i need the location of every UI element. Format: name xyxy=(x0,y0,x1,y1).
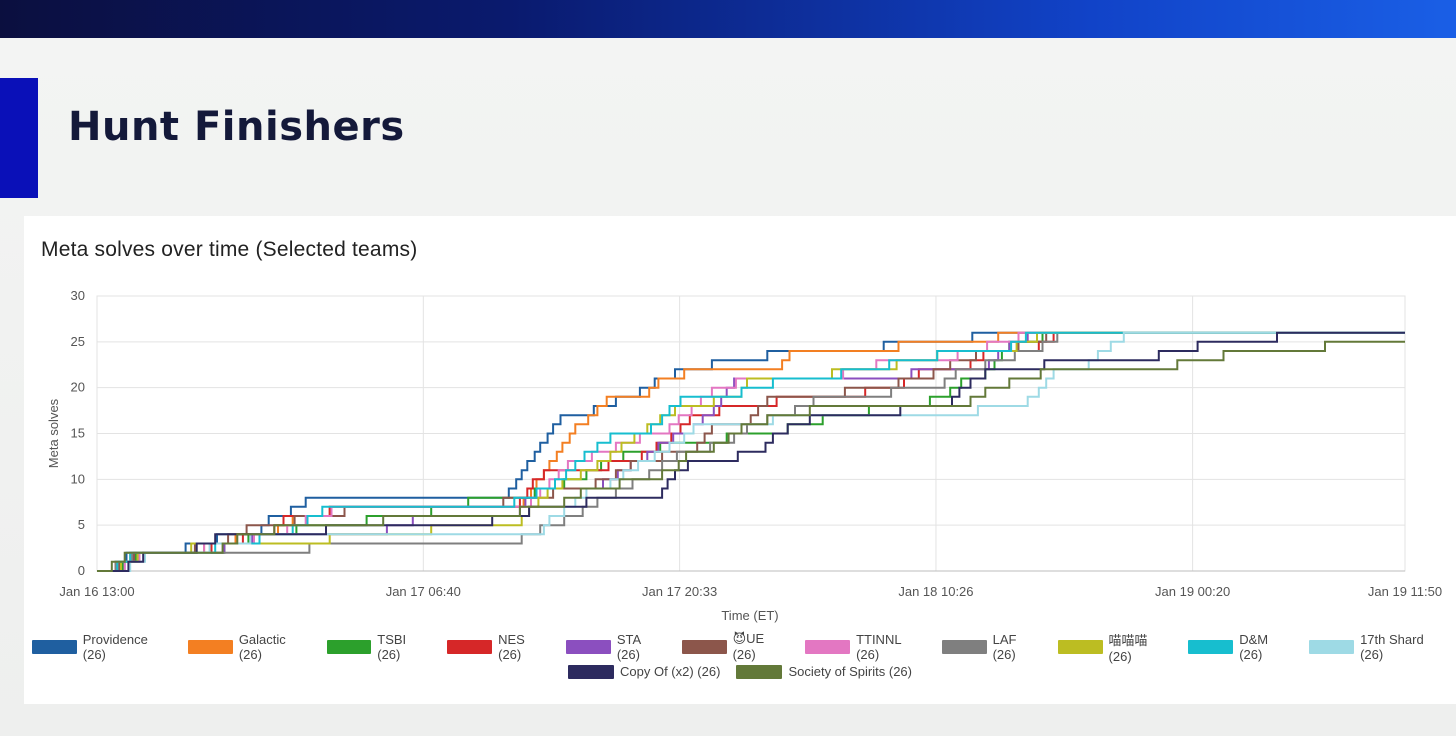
legend-swatch xyxy=(568,664,615,679)
x-tick-label: Jan 19 11:50 xyxy=(1368,584,1442,599)
x-axis-title: Time (ET) xyxy=(721,608,778,623)
legend-label: NES (26) xyxy=(498,631,525,662)
legend-swatch xyxy=(566,639,611,654)
legend-item[interactable]: STA (26) xyxy=(566,632,666,662)
series-line xyxy=(97,340,1405,572)
legend-swatch xyxy=(736,664,783,679)
legend-swatch xyxy=(681,639,727,654)
y-tick-label: 15 xyxy=(71,426,85,441)
legend-row: Providence (26) Galactic (26) TSBI (26) NES… xyxy=(24,631,1456,664)
y-tick-label: 30 xyxy=(71,288,85,303)
title-accent-bar xyxy=(0,78,38,198)
legend-label: Providence (26) xyxy=(82,631,148,662)
legend-swatch xyxy=(447,639,493,654)
legend-item[interactable]: 17th Shard (26) xyxy=(1309,632,1448,662)
legend-swatch xyxy=(32,639,77,654)
legend-swatch xyxy=(805,639,851,654)
legend-label: Society of Spirits (26) xyxy=(788,664,912,679)
legend-item[interactable]: Copy Of (x2) (26) xyxy=(568,664,720,679)
legend-label: TTINNL (26) xyxy=(856,631,902,662)
legend-row: Copy Of (x2) (26) Society of Spirits (26) xyxy=(24,659,1456,684)
x-tick-label: Jan 17 20:33 xyxy=(642,584,717,599)
legend-label: 😈UE (26) xyxy=(732,631,765,662)
y-tick-label: 25 xyxy=(71,334,85,349)
x-tick-label: Jan 17 06:40 xyxy=(386,584,461,599)
legend-swatch xyxy=(1057,639,1103,654)
legend-item[interactable]: TTINNL (26) xyxy=(805,632,926,662)
chart-legend: Providence (26) Galactic (26) TSBI (26) NES… xyxy=(24,631,1456,684)
y-tick-label: 5 xyxy=(78,517,85,532)
legend-item[interactable]: LAF (26) xyxy=(941,631,1042,662)
legend-item[interactable]: 😈UE (26) xyxy=(681,631,790,662)
legend-item[interactable]: D&M (26) xyxy=(1188,632,1293,662)
legend-item[interactable]: NES (26) xyxy=(447,632,550,662)
y-tick-label: 20 xyxy=(71,380,85,395)
legend-swatch xyxy=(941,639,987,654)
legend-item[interactable]: TSBI (26) xyxy=(326,631,432,662)
chart-title: Meta solves over time (Selected teams) xyxy=(41,238,418,261)
legend-label: LAF (26) xyxy=(992,631,1017,662)
legend-item[interactable]: Providence (26) xyxy=(32,632,172,662)
x-tick-label: Jan 16 13:00 xyxy=(59,584,134,599)
legend-item[interactable]: Galactic (26) xyxy=(188,632,310,662)
legend-swatch xyxy=(1188,639,1234,654)
line-chart: 0 5 10 15 20 25 30 Jan 16 13:00 Jan 17 06:40 Jan … xyxy=(46,288,1442,623)
slide-title: Hunt Finishers xyxy=(68,104,405,150)
legend-label: 17th Shard (26) xyxy=(1360,631,1424,662)
chart-card: Meta solves over time (Selected teams) 0… xyxy=(24,216,1456,704)
legend-swatch xyxy=(188,639,233,654)
y-tick-label: 0 xyxy=(78,563,85,578)
series-line xyxy=(97,331,1405,572)
legend-item[interactable]: Society of Spirits (26) xyxy=(736,664,912,679)
legend-item[interactable]: 喵喵喵 (26) xyxy=(1057,630,1173,664)
legend-label: Copy Of (x2) (26) xyxy=(620,664,721,679)
legend-label: TSBI (26) xyxy=(377,631,407,662)
legend-label: STA (26) xyxy=(616,631,641,662)
x-tick-label: Jan 18 10:26 xyxy=(898,584,973,599)
legend-label: Galactic (26) xyxy=(238,631,286,662)
legend-swatch xyxy=(1309,639,1355,654)
legend-label: 喵喵喵 (26) xyxy=(1108,632,1148,664)
x-tick-label: Jan 19 00:20 xyxy=(1155,584,1230,599)
y-axis-title: Meta solves xyxy=(46,398,61,468)
legend-label: D&M (26) xyxy=(1239,631,1269,662)
legend-swatch xyxy=(326,639,372,654)
top-banner xyxy=(0,0,1456,38)
y-tick-label: 10 xyxy=(71,471,85,486)
